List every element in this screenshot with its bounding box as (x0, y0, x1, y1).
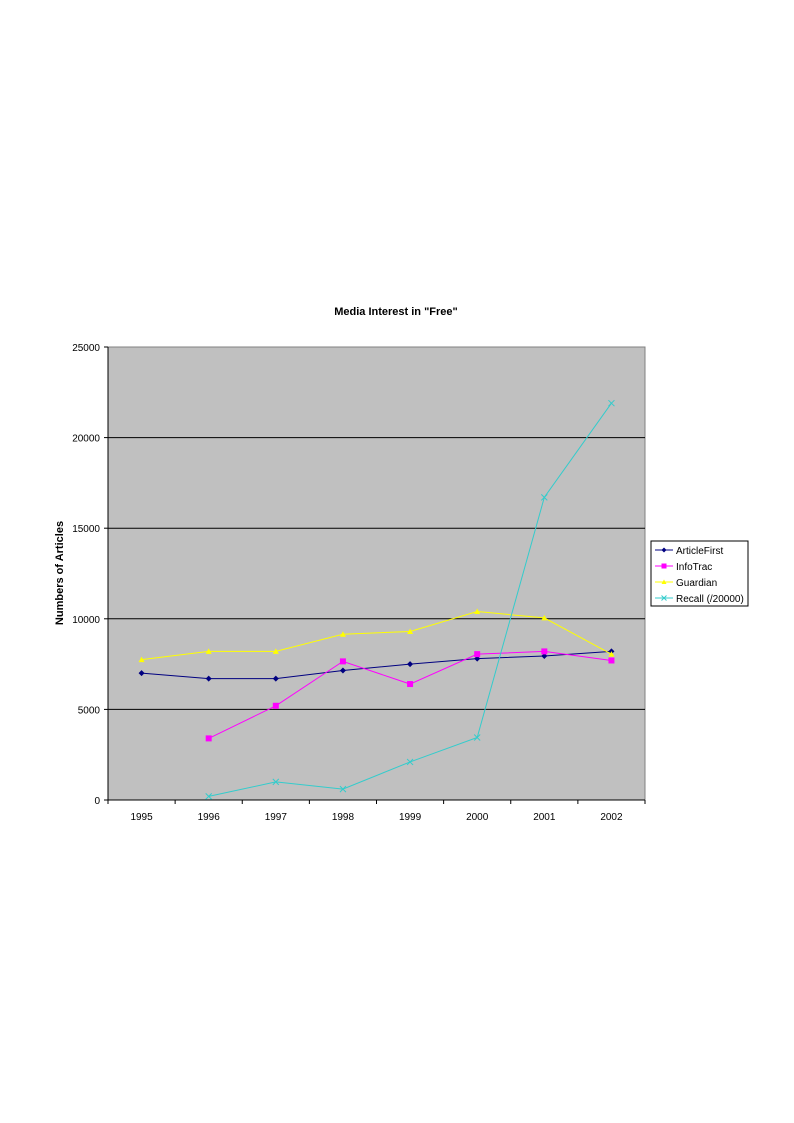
legend: ArticleFirst InfoTrac Guardian Recall (/200… (650, 540, 749, 607)
data-point (339, 658, 346, 665)
data-point-stroke (205, 793, 213, 800)
data-point (541, 614, 548, 621)
data-point (473, 734, 481, 741)
data-point (608, 657, 615, 664)
legend-label: Recall (/20000) (676, 594, 744, 605)
y-tick-label: 20000 (72, 434, 100, 445)
y-tick-label: 25000 (72, 343, 100, 354)
data-point (272, 702, 279, 709)
data-point (205, 735, 212, 742)
x-tick-label: 1999 (399, 812, 422, 823)
x-tick-label: 2000 (466, 812, 489, 823)
series-articlefirst (138, 648, 615, 682)
legend-entry: Guardian (655, 578, 717, 589)
data-point (205, 675, 212, 682)
data-point (272, 648, 279, 654)
data-point (407, 628, 414, 634)
series-guardian (138, 608, 615, 663)
series-line (141, 650, 612, 680)
data-point-stroke (406, 758, 414, 766)
legend-label: InfoTrac (676, 562, 712, 573)
legend-marker (661, 547, 667, 553)
data-point (205, 648, 212, 654)
data-point (339, 667, 346, 674)
data-point (205, 793, 213, 800)
data-point (541, 652, 548, 659)
x-tick-label: 1998 (332, 812, 355, 823)
legend-label: ArticleFirst (676, 546, 723, 557)
y-tick-label: 15000 (72, 524, 100, 535)
x-axis: 1995 1996 1997 1998 1999 2000 2001 2002 (107, 799, 646, 823)
x-tick-label: 1995 (130, 812, 153, 823)
legend-entry: Recall (/20000) (655, 594, 744, 605)
gridlines (108, 437, 645, 710)
legend-marker-stroke (661, 595, 667, 601)
data-point (407, 661, 414, 668)
legend-entry: ArticleFirst (655, 546, 723, 557)
data-point (138, 656, 145, 663)
x-tick-label: 2002 (600, 812, 623, 823)
data-point (474, 608, 481, 615)
data-point (474, 655, 481, 662)
data-point (138, 670, 145, 677)
data-point-stroke (473, 734, 481, 741)
chart-title: Media Interest in "Free" (334, 306, 458, 318)
legend-marker (661, 579, 667, 584)
data-point (339, 785, 347, 793)
data-point (339, 631, 346, 637)
data-point (608, 399, 615, 407)
x-tick-label: 1997 (265, 812, 288, 823)
data-point-stroke (339, 785, 347, 793)
data-point (540, 494, 548, 501)
x-tick-label: 1996 (198, 812, 221, 823)
y-tick-label: 5000 (78, 705, 101, 716)
y-axis: 0 5000 10000 15000 20000 25000 (72, 343, 109, 807)
legend-box (650, 540, 749, 607)
data-point (474, 651, 481, 658)
data-point (407, 681, 414, 688)
legend-entry: InfoTrac (655, 562, 712, 573)
y-tick-label: 10000 (72, 615, 100, 626)
y-tick-label: 0 (94, 796, 100, 807)
plot-area (107, 346, 646, 801)
data-point-stroke (540, 494, 548, 501)
series-line (141, 611, 612, 661)
data-point-stroke (272, 778, 280, 786)
x-tick-label: 2001 (533, 812, 556, 823)
series-recall-20000 (205, 399, 615, 800)
legend-label: Guardian (676, 578, 717, 589)
legend-marker (661, 563, 667, 569)
data-point (272, 675, 279, 682)
series-infotrac (205, 648, 615, 742)
data-point-stroke (608, 399, 615, 407)
series-layer (138, 399, 615, 800)
y-axis-title: Numbers of Articles (54, 521, 66, 625)
data-point (406, 758, 414, 766)
data-point (272, 778, 280, 786)
data-point (608, 651, 615, 657)
data-point (541, 648, 548, 655)
legend-marker (661, 595, 667, 601)
